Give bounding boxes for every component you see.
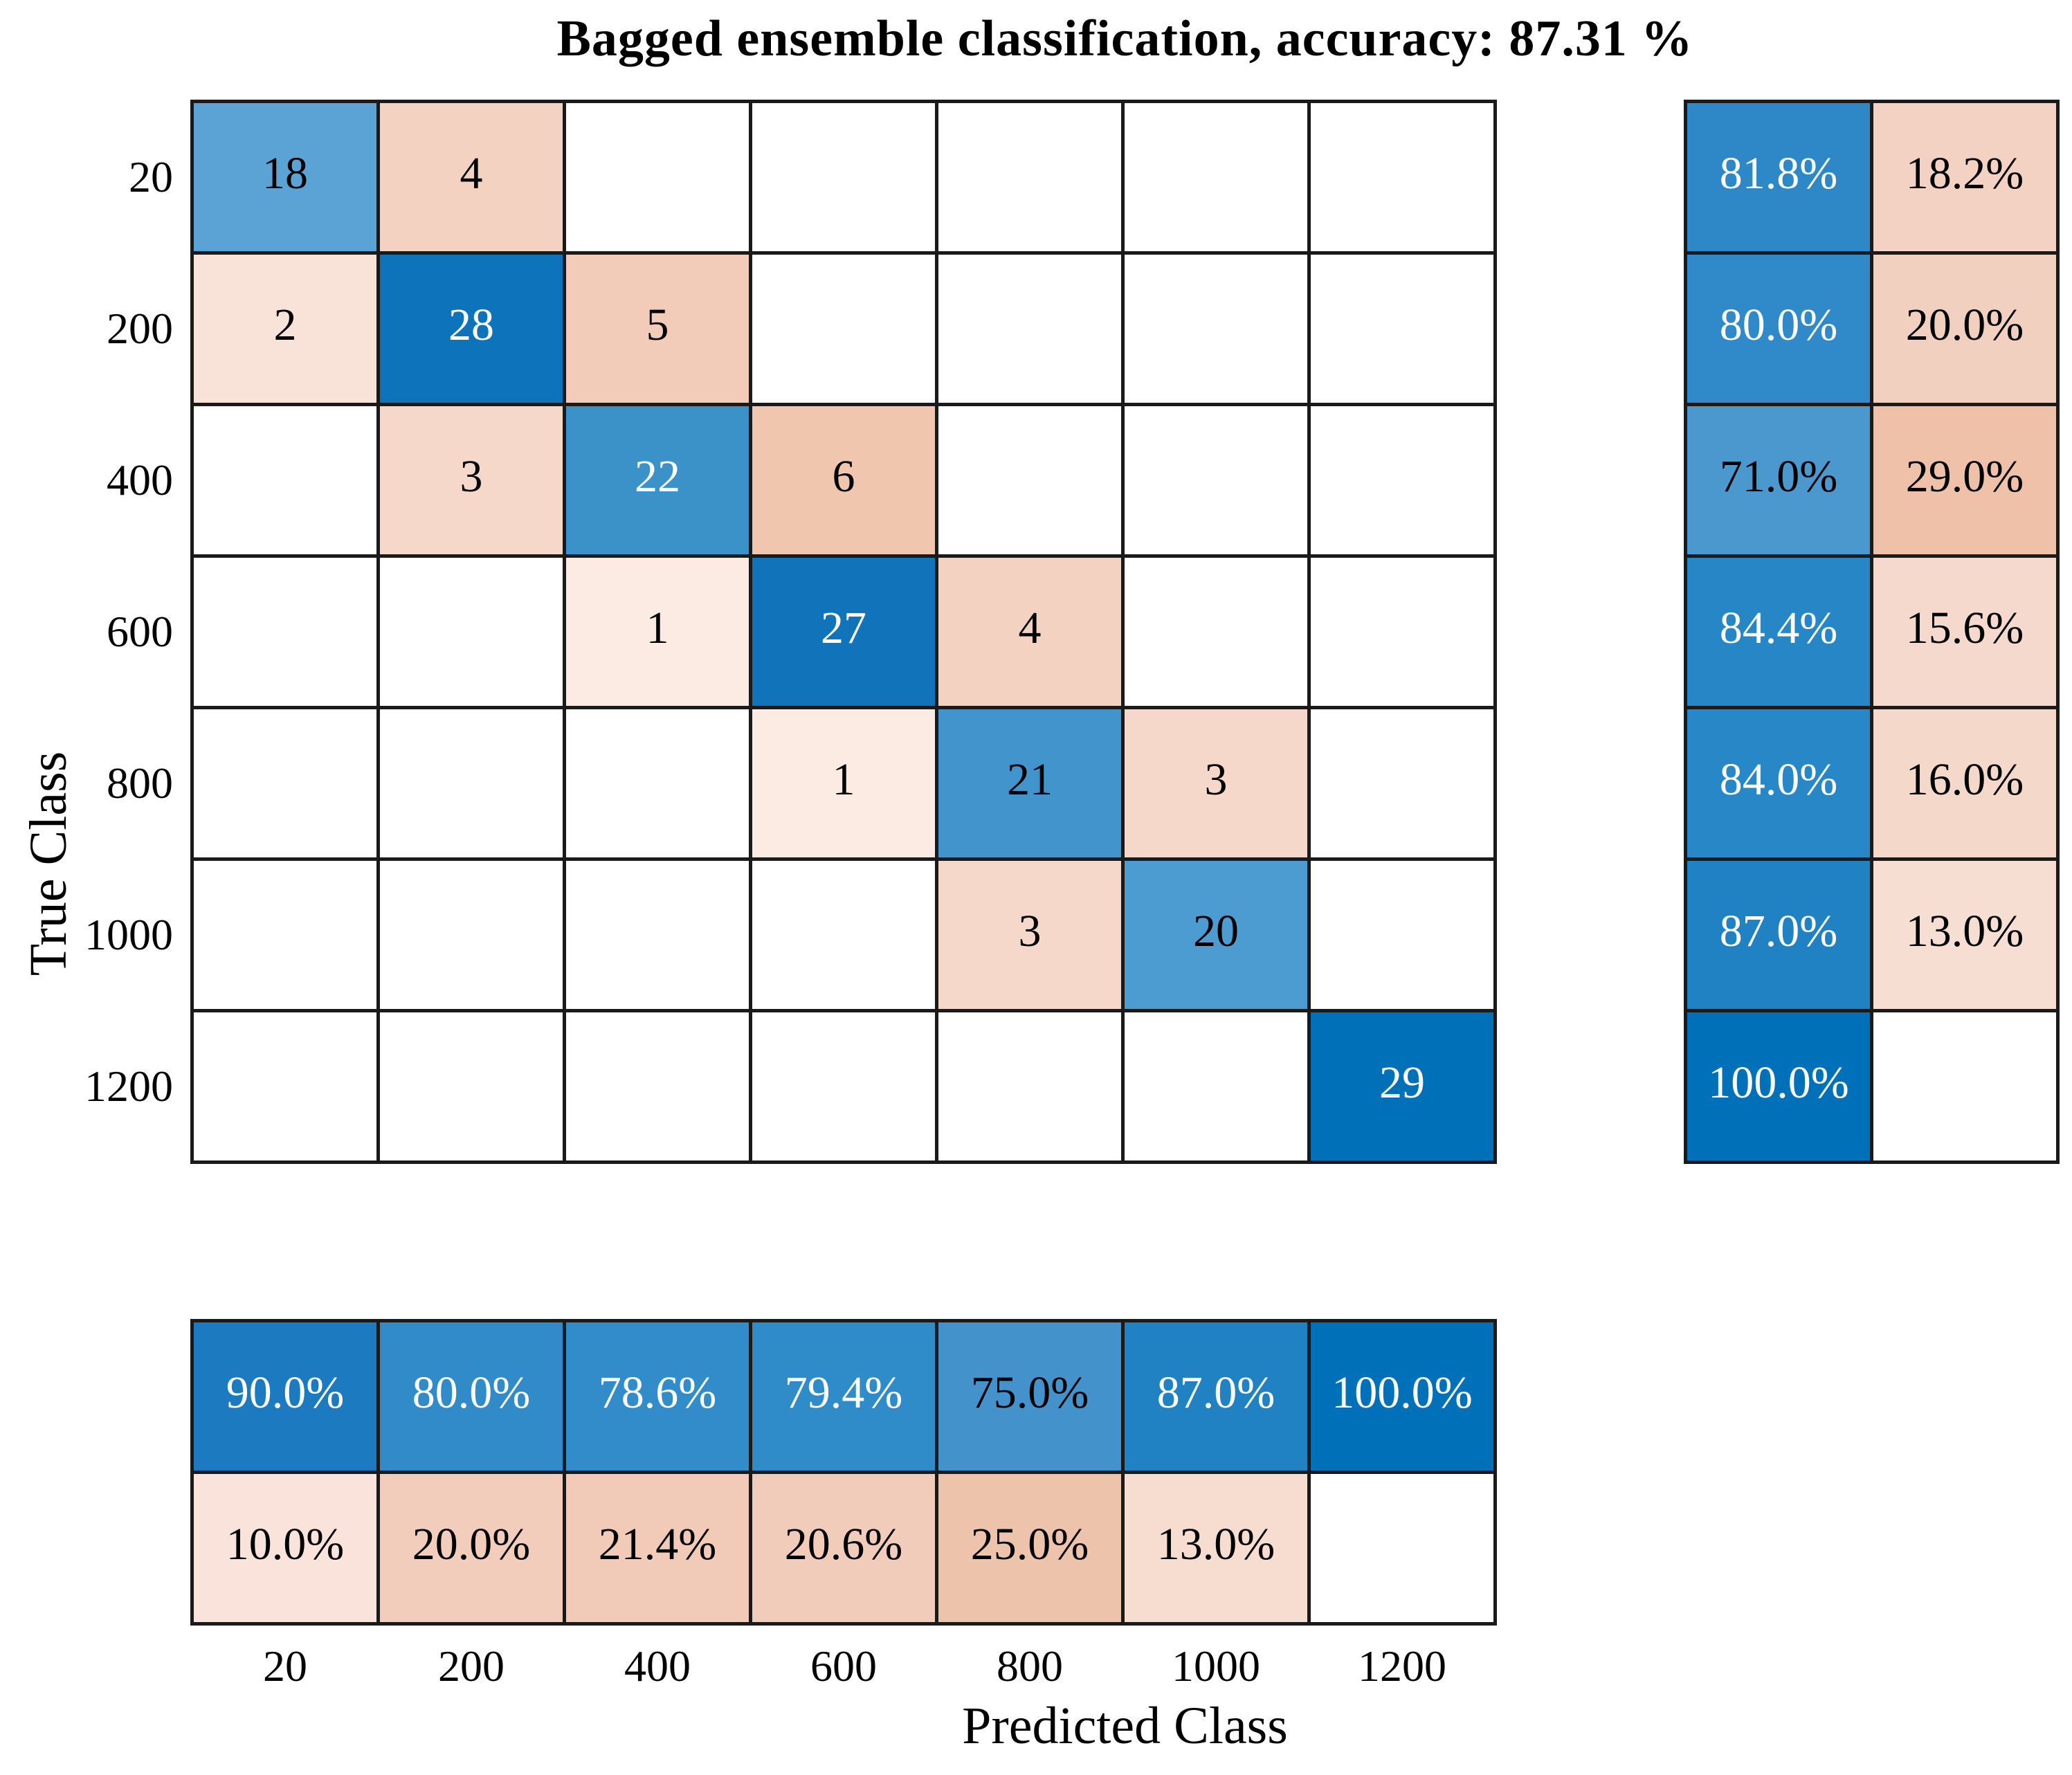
matrix-cell <box>380 1012 563 1160</box>
column-summary-cell: 78.6% <box>566 1322 749 1471</box>
row-summary-cell: 84.4% <box>1687 558 1870 706</box>
matrix-cell <box>752 861 935 1009</box>
matrix-cell: 29 <box>1311 1012 1493 1160</box>
matrix-cell <box>1125 558 1307 706</box>
confusion-matrix-grid: 18 4 2 28 5 3 22 6 1 27 4 1 21 3 3 20 29 <box>190 100 1497 1164</box>
column-summary-cell: 80.0% <box>380 1322 563 1471</box>
matrix-cell: 18 <box>194 103 376 251</box>
matrix-cell <box>566 709 749 857</box>
y-tick-label: 800 <box>107 758 173 808</box>
x-tick-label: 600 <box>810 1641 877 1691</box>
matrix-cell <box>938 103 1121 251</box>
matrix-cell: 3 <box>938 861 1121 1009</box>
matrix-cell <box>566 103 749 251</box>
chart-title: Bagged ensemble classification, accuracy… <box>556 10 1693 67</box>
y-tick-label: 200 <box>107 304 173 353</box>
row-summary-cell: 80.0% <box>1687 255 1870 403</box>
matrix-cell: 1 <box>752 709 935 857</box>
matrix-cell: 1 <box>566 558 749 706</box>
matrix-cell <box>380 558 563 706</box>
matrix-cell <box>1125 103 1307 251</box>
matrix-cell: 4 <box>938 558 1121 706</box>
row-summary-grid: 81.8% 18.2% 80.0% 20.0% 71.0% 29.0% 84.4% 15.6%… <box>1684 100 2060 1164</box>
column-summary-cell: 100.0% <box>1311 1322 1493 1471</box>
column-summary-cell: 21.4% <box>566 1474 749 1622</box>
x-tick-label: 800 <box>997 1641 1063 1691</box>
y-tick-label: 1000 <box>84 910 173 959</box>
x-tick-label: 20 <box>263 1641 307 1691</box>
matrix-cell: 21 <box>938 709 1121 857</box>
matrix-cell <box>938 1012 1121 1160</box>
matrix-cell: 5 <box>566 255 749 403</box>
matrix-cell: 4 <box>380 103 563 251</box>
row-summary-cell: 16.0% <box>1873 709 2056 857</box>
row-summary-cell: 100.0% <box>1687 1012 1870 1160</box>
row-summary-cell: 20.0% <box>1873 255 2056 403</box>
row-summary-cell: 29.0% <box>1873 406 2056 554</box>
matrix-cell <box>1311 406 1493 554</box>
matrix-cell <box>380 709 563 857</box>
column-summary-cell: 10.0% <box>194 1474 376 1622</box>
column-summary-cell <box>1311 1474 1493 1622</box>
matrix-cell <box>194 558 376 706</box>
matrix-cell <box>1311 709 1493 857</box>
x-tick-label: 400 <box>624 1641 691 1691</box>
matrix-cell: 22 <box>566 406 749 554</box>
row-summary-cell: 18.2% <box>1873 103 2056 251</box>
y-tick-label: 20 <box>129 152 173 201</box>
matrix-cell <box>566 861 749 1009</box>
matrix-cell: 2 <box>194 255 376 403</box>
matrix-cell <box>752 103 935 251</box>
row-summary-cell: 13.0% <box>1873 861 2056 1009</box>
column-summary-cell: 87.0% <box>1125 1322 1307 1471</box>
y-tick-label: 1200 <box>84 1062 173 1111</box>
x-tick-label: 1000 <box>1172 1641 1260 1691</box>
column-summary-cell: 20.6% <box>752 1474 935 1622</box>
matrix-cell <box>194 709 376 857</box>
matrix-cell <box>938 406 1121 554</box>
row-summary-cell <box>1873 1012 2056 1160</box>
column-summary-cell: 75.0% <box>938 1322 1121 1471</box>
x-tick-label: 1200 <box>1358 1641 1446 1691</box>
matrix-cell <box>1311 861 1493 1009</box>
matrix-cell <box>1125 406 1307 554</box>
row-summary-cell: 71.0% <box>1687 406 1870 554</box>
matrix-cell <box>194 861 376 1009</box>
matrix-cell <box>1125 1012 1307 1160</box>
matrix-cell <box>752 255 935 403</box>
column-summary-grid: 90.0% 80.0% 78.6% 79.4% 75.0% 87.0% 100.0% 10.0… <box>190 1319 1497 1626</box>
column-summary-cell: 25.0% <box>938 1474 1121 1622</box>
row-summary-cell: 84.0% <box>1687 709 1870 857</box>
matrix-cell: 28 <box>380 255 563 403</box>
column-summary-cell: 90.0% <box>194 1322 376 1471</box>
matrix-cell <box>1311 255 1493 403</box>
column-summary-cell: 13.0% <box>1125 1474 1307 1622</box>
matrix-cell <box>938 255 1121 403</box>
matrix-cell: 6 <box>752 406 935 554</box>
y-axis-label: True Class <box>19 751 78 976</box>
matrix-cell: 20 <box>1125 861 1307 1009</box>
row-summary-cell: 15.6% <box>1873 558 2056 706</box>
column-summary-cell: 79.4% <box>752 1322 935 1471</box>
matrix-cell: 3 <box>380 406 563 554</box>
matrix-cell <box>752 1012 935 1160</box>
matrix-cell <box>194 1012 376 1160</box>
matrix-cell <box>380 861 563 1009</box>
y-tick-label: 400 <box>107 455 173 504</box>
matrix-cell: 3 <box>1125 709 1307 857</box>
matrix-cell <box>194 406 376 554</box>
x-axis-label: Predicted Class <box>962 1697 1288 1755</box>
matrix-cell <box>1311 558 1493 706</box>
row-summary-cell: 81.8% <box>1687 103 1870 251</box>
matrix-cell: 27 <box>752 558 935 706</box>
matrix-cell <box>566 1012 749 1160</box>
column-summary-cell: 20.0% <box>380 1474 563 1622</box>
y-tick-label: 600 <box>107 607 173 656</box>
matrix-cell <box>1125 255 1307 403</box>
row-summary-cell: 87.0% <box>1687 861 1870 1009</box>
matrix-cell <box>1311 103 1493 251</box>
x-tick-label: 200 <box>438 1641 505 1691</box>
